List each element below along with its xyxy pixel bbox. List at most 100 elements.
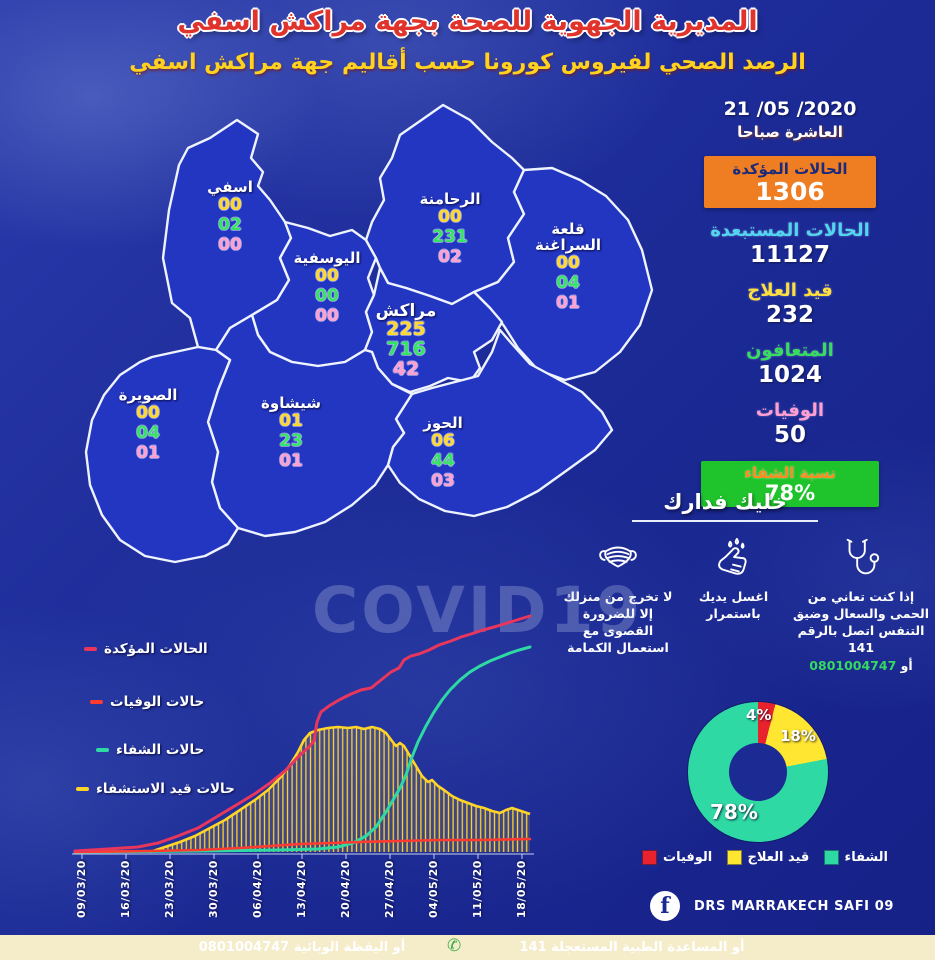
legend-recovered-swatch (96, 748, 109, 752)
province-under-treatment: 00 (556, 253, 580, 273)
stay-home-section: خليك فدارك لا تخرج من منزلك إلا للضرورة … (556, 490, 935, 674)
confirmed-cases-value: 1306 (755, 177, 825, 206)
report-time: العاشرة صباحا (737, 123, 843, 141)
province-name: الصويرة (118, 386, 178, 404)
province-recovered: 231 (432, 227, 468, 247)
province-name: قلعة السراغنة (535, 220, 601, 254)
region-map: اسفي 00 02 00 اليوسفية 00 00 00 الرحامنة… (70, 95, 670, 570)
region-map-shapes (84, 103, 654, 564)
page-title: المديرية الجهوية للصحة بجهة مراكش اسفي (177, 6, 758, 37)
recovery-legend-label: الشفاء (844, 850, 888, 865)
donut-legend: الوفيات قيد العلاج الشفاء (642, 850, 888, 865)
emergency-phone-text: أو المساعدة الطبية المستعجلة 141 (519, 940, 745, 955)
x-tick-label: 27/04/20 (383, 860, 396, 918)
active-cases-outline (149, 725, 531, 854)
excluded-cases-value: 11127 (749, 242, 831, 268)
map-province-essaouira: الصويرة 00 04 01 (102, 387, 194, 463)
province-deaths: 00 (218, 235, 242, 255)
deaths-value: 50 (773, 422, 806, 448)
confirmed-cases-box: الحالات المؤكدة 1306 (704, 156, 876, 208)
map-province-rehamna: الرحامنة 00 231 02 (404, 191, 496, 267)
donut-legend-deaths: الوفيات (642, 850, 712, 865)
province-recovered: 04 (136, 423, 160, 443)
x-tick-label: 06/04/20 (251, 860, 264, 918)
legend-confirmed-swatch (84, 647, 97, 651)
facebook-row: f DRS MARRAKECH SAFI 09 (650, 891, 894, 921)
vigilance-phone-text: أو اليقظة الوبائية 0801004747 (198, 940, 406, 955)
province-deaths: 42 (392, 358, 420, 380)
province-recovered: 23 (279, 431, 303, 451)
province-name: اسفي (207, 178, 253, 196)
donut-hole (729, 743, 787, 801)
deaths-line (73, 837, 532, 854)
tip-wash-hands: اغسل يديك باستمرار (688, 535, 780, 674)
province-name: مراكش (375, 301, 437, 321)
legend-deaths: حالات الوفيات (90, 694, 204, 710)
under-treatment-label: قيد العلاج (747, 280, 833, 301)
alt-prefix: أو (900, 658, 913, 673)
donut-recovery-percent: 78% (710, 800, 758, 824)
province-under-treatment: 00 (218, 195, 242, 215)
legend-recovered: حالات الشفاء (96, 742, 204, 758)
recovery-rate-value: 78% (764, 481, 816, 505)
legend-active: حالات قيد الاستشفاء (76, 781, 235, 797)
province-under-treatment: 225 (386, 318, 426, 340)
donut-treatment-percent: 18% (780, 727, 816, 745)
province-recovered: 00 (315, 286, 339, 306)
tip-call-doctor: إذا كنت تعاني من الحمى والسعال وضيق التن… (787, 535, 935, 674)
province-under-treatment: 00 (136, 403, 160, 423)
province-recovered: 02 (218, 215, 242, 235)
x-tick-label: 23/03/20 (163, 860, 176, 918)
province-deaths: 00 (315, 306, 339, 326)
stay-home-title: خليك فدارك (632, 490, 818, 522)
province-recovered: 716 (386, 338, 426, 360)
province-deaths: 01 (279, 451, 303, 471)
map-province-chichaoua: شيشاوة 01 23 01 (245, 395, 337, 471)
epidemic-curve-chart (72, 614, 534, 859)
under-treatment-value: 232 (765, 302, 814, 328)
x-tick-label: 13/04/20 (295, 860, 308, 918)
province-under-treatment: 01 (279, 411, 303, 431)
recovered-line (73, 645, 532, 854)
x-tick-label: 09/03/20 (75, 860, 88, 918)
province-deaths: 01 (136, 443, 160, 463)
recovery-rate-label: نسبة الشفاء (744, 464, 836, 482)
footer-strip: أو اليقظة الوبائية 0801004747 ✆ أو المسا… (0, 935, 935, 960)
stethoscope-icon (787, 535, 935, 581)
alt-phone-number: 0801004747 (809, 658, 897, 673)
map-province-safi: اسفي 00 02 00 (184, 179, 276, 255)
x-tick-label: 04/05/20 (427, 860, 440, 918)
legend-active-swatch (76, 787, 89, 791)
province-under-treatment: 06 (431, 431, 455, 451)
x-tick-label: 11/05/20 (471, 860, 484, 918)
province-recovered: 44 (431, 451, 455, 471)
active-cases-area (150, 727, 530, 852)
recovered-value: 1024 (757, 362, 822, 388)
legend-confirmed: الحالات المؤكدة (84, 641, 208, 657)
confirmed-line (73, 614, 532, 853)
province-name: الحوز (423, 414, 463, 432)
province-essaouira-shape (84, 345, 240, 564)
phone-icon: ✆ (447, 936, 462, 956)
deaths-label: الوفيات (755, 400, 825, 421)
province-name: اليوسفية (293, 249, 361, 267)
donut-deaths-percent: 4% (746, 706, 772, 724)
map-province-youssoufia: اليوسفية 00 00 00 (281, 250, 373, 326)
tip-wash-hands-text: اغسل يديك باستمرار (698, 589, 769, 621)
tip-call-doctor-text: إذا كنت تعاني من الحمى والسعال وضيق التن… (793, 589, 929, 655)
recovery-swatch (823, 850, 839, 865)
legend-recovered-label: حالات الشفاء (116, 742, 205, 758)
x-axis (72, 853, 534, 859)
deaths-swatch (642, 850, 657, 865)
facebook-page-name: DRS MARRAKECH SAFI 09 (694, 898, 895, 914)
tip-mask: لا تخرج من منزلك إلا للضرورة القصوى مع ا… (556, 535, 680, 674)
province-deaths: 02 (438, 247, 462, 267)
legend-deaths-label: حالات الوفيات (110, 694, 205, 710)
province-recovered: 04 (556, 273, 580, 293)
legend-active-label: حالات قيد الاستشفاء (96, 781, 235, 797)
province-name: شيشاوة (261, 394, 321, 412)
deaths-legend-label: الوفيات (663, 850, 713, 865)
recovery-rate-box: نسبة الشفاء 78% (701, 461, 879, 507)
covid19-watermark: COVID19 (312, 574, 644, 647)
